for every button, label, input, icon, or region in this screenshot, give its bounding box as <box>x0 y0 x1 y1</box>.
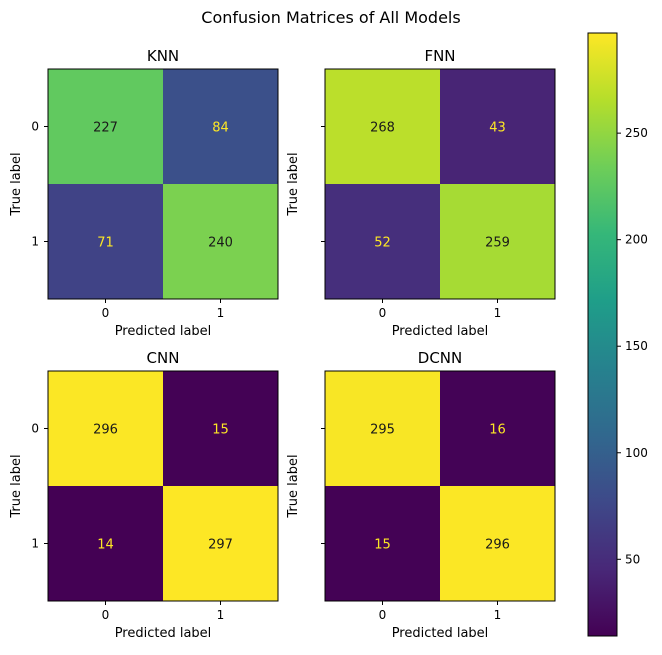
cell-value-label: 227 <box>93 121 118 136</box>
subplot-title: KNN <box>147 47 179 65</box>
matrix-cell <box>440 69 555 184</box>
matrix-cell <box>48 184 163 299</box>
x-tick-label: 1 <box>217 306 225 320</box>
y-tick-label: 0 <box>31 120 39 134</box>
colorbar-tick-label: 150 <box>625 339 648 353</box>
x-tick-label: 1 <box>217 608 225 622</box>
cell-value-label: 16 <box>489 423 506 438</box>
axes-frame <box>47 68 279 300</box>
y-axis-label: True label <box>9 152 24 216</box>
matrix-cell <box>48 371 163 486</box>
subplot-title: FNN <box>424 47 455 65</box>
axes-frame <box>324 370 556 602</box>
subplot-title: CNN <box>147 349 180 367</box>
cell-value-label: 15 <box>374 538 391 553</box>
matrix-cell <box>163 184 278 299</box>
cell-value-label: 84 <box>212 121 229 136</box>
matrix-cell <box>325 486 440 601</box>
y-axis-label: True label <box>286 454 301 518</box>
matrix-cell <box>440 371 555 486</box>
matrix-cell <box>440 486 555 601</box>
axes-frame <box>324 68 556 300</box>
cell-value-label: 15 <box>212 423 229 438</box>
cell-value-label: 268 <box>370 121 395 136</box>
x-tick-label: 0 <box>102 306 110 320</box>
colorbar-tick-label: 50 <box>625 552 640 566</box>
x-tick-label: 0 <box>102 608 110 622</box>
matrix-cell <box>48 486 163 601</box>
matrix-cell <box>163 486 278 601</box>
cell-value-label: 14 <box>97 538 114 553</box>
y-axis-label: True label <box>286 152 301 216</box>
matrix-cell <box>163 371 278 486</box>
matrix-cell <box>163 69 278 184</box>
cell-value-label: 52 <box>374 236 391 251</box>
colorbar <box>587 32 618 637</box>
y-tick-label: 1 <box>31 537 39 551</box>
colorbar-tick-label: 100 <box>625 446 648 460</box>
x-tick-label: 0 <box>379 306 387 320</box>
matrix-cell <box>325 371 440 486</box>
cell-value-label: 297 <box>208 538 233 553</box>
x-axis-label: Predicted label <box>115 626 212 641</box>
x-axis-label: Predicted label <box>115 324 212 339</box>
y-tick-label: 0 <box>31 422 39 436</box>
subplot-title: DCNN <box>418 349 462 367</box>
figure-title: Confusion Matrices of All Models <box>201 8 461 27</box>
x-tick-label: 1 <box>494 608 502 622</box>
matrix-cell <box>440 184 555 299</box>
cell-value-label: 259 <box>485 236 510 251</box>
matrix-cell <box>325 184 440 299</box>
cell-value-label: 296 <box>93 423 118 438</box>
cell-value-label: 71 <box>97 236 114 251</box>
cell-value-label: 296 <box>485 538 510 553</box>
colorbar-tick-label: 200 <box>625 233 648 247</box>
axes-frame <box>47 370 279 602</box>
x-axis-label: Predicted label <box>392 626 489 641</box>
y-axis-label: True label <box>9 454 24 518</box>
cell-value-label: 240 <box>208 236 233 251</box>
cell-value-label: 295 <box>370 423 395 438</box>
cell-value-label: 43 <box>489 121 506 136</box>
x-axis-label: Predicted label <box>392 324 489 339</box>
matrix-cell <box>325 69 440 184</box>
x-tick-label: 0 <box>379 608 387 622</box>
colorbar-tick-label: 250 <box>625 126 648 140</box>
matrix-cell <box>48 69 163 184</box>
x-tick-label: 1 <box>494 306 502 320</box>
y-tick-label: 1 <box>31 235 39 249</box>
